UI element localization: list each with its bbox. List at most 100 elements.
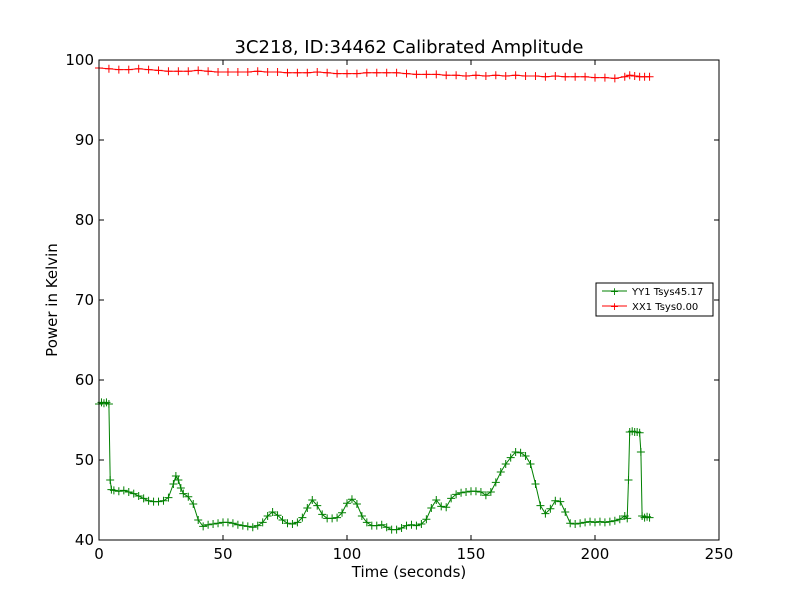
- data-point-yy1: [214, 519, 223, 528]
- data-point-yy1: [397, 524, 406, 532]
- data-point-yy1: [268, 508, 277, 516]
- data-point-xx1: [620, 72, 629, 81]
- data-point-yy1: [447, 494, 456, 503]
- data-point-xx1: [333, 69, 342, 78]
- y-tick-label: 100: [65, 51, 94, 69]
- data-point-xx1: [581, 72, 590, 81]
- data-point-yy1: [263, 512, 272, 520]
- data-point-yy1: [377, 520, 386, 529]
- data-point-yy1: [506, 453, 515, 462]
- data-point-xx1: [352, 69, 361, 78]
- data-point-yy1: [427, 504, 436, 512]
- data-point-xx1: [481, 72, 490, 80]
- data-point-xx1: [372, 68, 381, 77]
- series-markers-yy1: [95, 398, 654, 534]
- plot-area: [95, 64, 654, 534]
- data-point-yy1: [605, 517, 614, 526]
- data-point-xx1: [382, 68, 391, 77]
- y-tick-label: 90: [75, 131, 94, 149]
- data-point-yy1: [635, 428, 644, 437]
- data-point-xx1: [164, 67, 173, 76]
- data-point-yy1: [392, 525, 401, 534]
- data-point-yy1: [437, 502, 446, 511]
- data-point-xx1: [600, 73, 609, 82]
- data-point-yy1: [576, 519, 585, 528]
- data-point-yy1: [566, 519, 575, 528]
- data-point-yy1: [531, 480, 540, 488]
- data-point-yy1: [516, 448, 525, 457]
- data-point-yy1: [645, 513, 654, 522]
- data-point-yy1: [303, 504, 312, 512]
- data-point-yy1: [293, 518, 302, 527]
- data-point-xx1: [392, 68, 401, 77]
- data-point-xx1: [471, 71, 480, 80]
- data-point-xx1: [233, 68, 242, 76]
- data-point-xx1: [511, 71, 520, 80]
- y-tick-label: 50: [75, 451, 94, 469]
- data-point-yy1: [481, 491, 490, 500]
- data-point-yy1: [521, 452, 530, 460]
- data-point-yy1: [471, 487, 480, 496]
- data-point-xx1: [263, 68, 272, 76]
- data-point-yy1: [486, 488, 495, 496]
- data-point-yy1: [179, 489, 188, 498]
- data-point-yy1: [283, 519, 292, 528]
- x-tick-label: 250: [705, 545, 734, 563]
- data-point-yy1: [452, 490, 461, 499]
- data-point-yy1: [462, 488, 471, 496]
- data-point-yy1: [199, 522, 208, 531]
- data-point-yy1: [347, 495, 356, 504]
- data-point-xx1: [104, 64, 113, 73]
- data-point-yy1: [134, 492, 143, 500]
- data-point-xx1: [223, 68, 232, 76]
- data-point-yy1: [258, 518, 267, 527]
- data-point-yy1: [109, 486, 118, 495]
- data-point-yy1: [541, 509, 550, 518]
- data-point-xx1: [625, 71, 634, 80]
- data-point-xx1: [531, 72, 540, 80]
- legend-frame: [595, 282, 714, 317]
- data-point-yy1: [357, 512, 366, 520]
- data-point-yy1: [595, 517, 604, 526]
- data-point-yy1: [313, 501, 322, 510]
- data-point-xx1: [303, 68, 312, 77]
- data-point-yy1: [343, 499, 351, 508]
- data-point-xx1: [491, 71, 500, 80]
- data-point-yy1: [422, 515, 431, 524]
- data-point-xx1: [243, 68, 252, 76]
- axis-ticks: 0 50 100 150 200 250 40 50 60 70 80 90 100: [65, 51, 733, 563]
- data-point-xx1: [645, 72, 654, 81]
- data-point-xx1: [343, 69, 351, 78]
- data-point-yy1: [501, 460, 510, 468]
- series-markers-xx1: [95, 64, 654, 83]
- data-point-xx1: [422, 70, 431, 79]
- data-point-xx1: [462, 72, 471, 80]
- data-point-yy1: [308, 496, 317, 504]
- data-point-xx1: [452, 71, 461, 80]
- data-point-xx1: [293, 68, 302, 77]
- data-point-yy1: [124, 488, 133, 496]
- data-point-yy1: [159, 496, 168, 505]
- data-point-yy1: [407, 520, 416, 529]
- data-point-yy1: [253, 521, 262, 530]
- y-axis-label: Power in Kelvin: [43, 243, 61, 357]
- data-point-yy1: [352, 500, 361, 508]
- legend-xx1-label: XX1 Tsys0.00: [632, 302, 698, 313]
- data-point-yy1: [169, 480, 178, 488]
- data-point-yy1: [273, 511, 282, 520]
- data-point-yy1: [189, 500, 198, 508]
- data-point-xx1: [323, 68, 332, 77]
- data-point-yy1: [144, 496, 153, 505]
- data-point-xx1: [204, 67, 213, 76]
- data-point-yy1: [278, 516, 287, 524]
- data-point-xx1: [591, 73, 599, 82]
- x-tick-label: 150: [457, 545, 486, 563]
- data-point-yy1: [417, 520, 426, 528]
- data-point-xx1: [541, 72, 550, 81]
- legend: + YY1 Tsys45.17 + XX1 Tsys0.00: [595, 282, 714, 317]
- data-point-xx1: [154, 66, 163, 75]
- data-point-yy1: [586, 517, 595, 526]
- data-point-yy1: [154, 497, 163, 506]
- data-point-yy1: [412, 521, 421, 530]
- data-point-yy1: [571, 520, 580, 528]
